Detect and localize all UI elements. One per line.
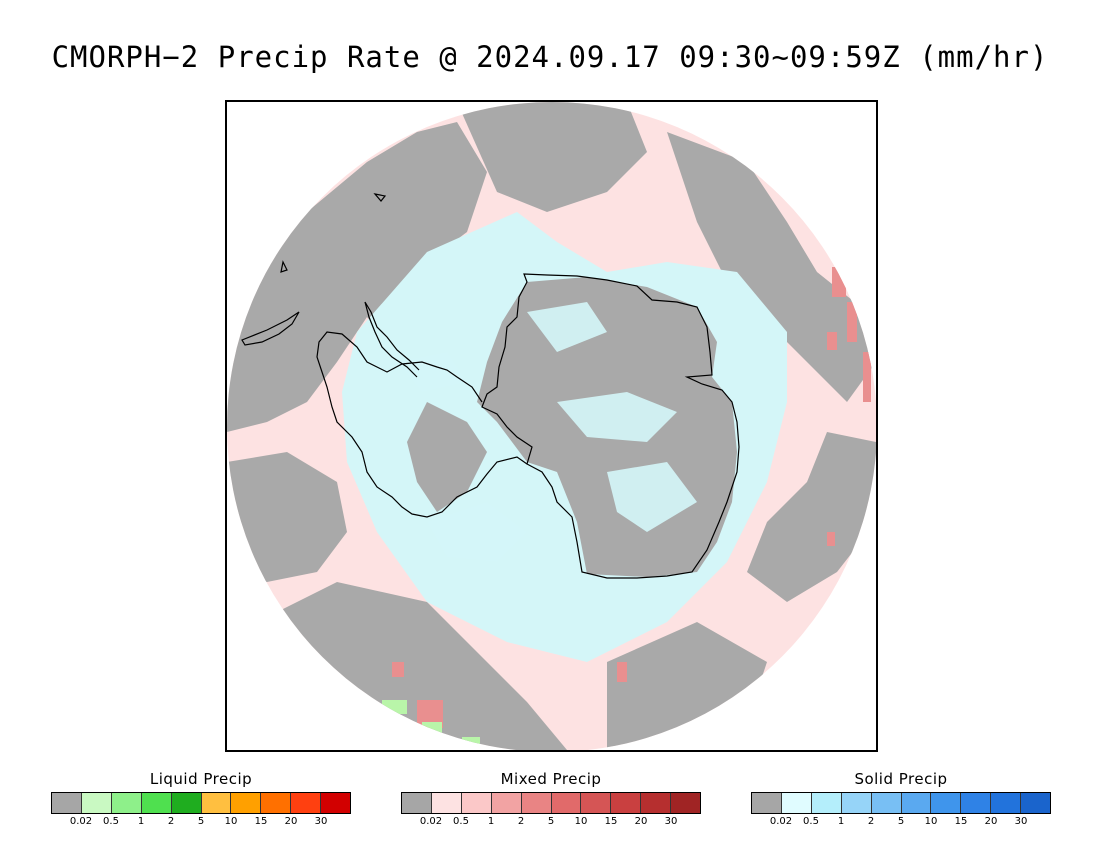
legend-swatch [581, 793, 612, 813]
legend-tick-label: 2 [867, 816, 875, 827]
legend-swatch [491, 793, 522, 813]
legend-tick-label: 0.5 [453, 816, 469, 827]
antarctic-peninsula-coastline [364, 301, 420, 378]
legend-ticks: 0.02 0.5 1 2 5 10 15 20 30 [400, 816, 702, 830]
legend-tick-label: 0.5 [803, 816, 819, 827]
legend-title: Liquid Precip [149, 770, 253, 788]
legend-swatch [811, 793, 842, 813]
legend-swatch [171, 793, 202, 813]
antarctica-coastline [481, 273, 740, 579]
legend-ticks: 0.02 0.5 1 2 5 10 15 20 30 [750, 816, 1052, 830]
legend-swatch [961, 793, 992, 813]
legend-tick-label: 10 [224, 816, 238, 827]
legend-swatch [1021, 793, 1051, 813]
precip-map-canvas [227, 102, 876, 750]
solid-precip-legend: Solid Precip 0.02 0.5 1 2 5 10 15 20 30 [750, 770, 1052, 830]
west-antarctica-coastline [316, 331, 528, 518]
legend-tick-label: 5 [197, 816, 205, 827]
legend-tick-label: 1 [837, 816, 845, 827]
legend-tick-label: 0.02 [769, 816, 793, 827]
interior-solid-streaks [397, 302, 697, 562]
liquid-precip-legend: Liquid Precip 0.02 0.5 1 2 5 10 15 20 30 [50, 770, 352, 830]
legend-tick-label: 1 [137, 816, 145, 827]
legend-swatch [201, 793, 232, 813]
legend-swatch [261, 793, 292, 813]
legend-tick-label: 15 [954, 816, 968, 827]
legend-swatch [111, 793, 142, 813]
legend-tick-label: 15 [604, 816, 618, 827]
legend-swatch [871, 793, 902, 813]
chart-title: CMORPH−2 Precip Rate @ 2024.09.17 09:30~… [51, 40, 1049, 74]
south-america-tip-coastline [241, 311, 300, 346]
legend-tick-label: 0.02 [69, 816, 93, 827]
legend-tick-label: 30 [1014, 816, 1028, 827]
mixed-precip-legend: Mixed Precip 0.02 0.5 1 2 5 10 15 20 30 [400, 770, 702, 830]
legend-tick-label: 10 [574, 816, 588, 827]
legend-swatch [231, 793, 262, 813]
legend-color-bar [51, 792, 351, 814]
legend-swatch [402, 793, 432, 813]
legend-tick-label: 30 [314, 816, 328, 827]
legend-swatch [431, 793, 462, 813]
legend-swatch [521, 793, 552, 813]
legend-tick-label: 0.02 [419, 816, 443, 827]
legend-swatch [841, 793, 872, 813]
legend-title: Solid Precip [854, 770, 948, 788]
legend-tick-label: 15 [254, 816, 268, 827]
legend-swatch [671, 793, 701, 813]
legend-tick-label: 20 [634, 816, 648, 827]
precip-field [227, 102, 876, 750]
legend-tick-label: 5 [547, 816, 555, 827]
legend-tick-label: 2 [517, 816, 525, 827]
legend-tick-label: 10 [924, 816, 938, 827]
legend-tick-label: 30 [664, 816, 678, 827]
legend-tick-label: 5 [897, 816, 905, 827]
legend-title: Mixed Precip [500, 770, 602, 788]
legend-swatch [641, 793, 672, 813]
legend-tick-label: 0.5 [103, 816, 119, 827]
legend-swatch [931, 793, 962, 813]
coastlines [241, 193, 740, 579]
legend-tick-label: 20 [284, 816, 298, 827]
legend-tick-label: 20 [984, 816, 998, 827]
legend-swatch [321, 793, 351, 813]
legend-swatch [141, 793, 172, 813]
polar-map [225, 100, 878, 752]
legend-swatch [291, 793, 322, 813]
legend-color-bar [751, 792, 1051, 814]
legend-ticks: 0.02 0.5 1 2 5 10 15 20 30 [50, 816, 352, 830]
legend-swatch [991, 793, 1022, 813]
legend-swatch [611, 793, 642, 813]
legend-swatch [752, 793, 782, 813]
legend-swatch [781, 793, 812, 813]
legend-swatch [901, 793, 932, 813]
legend-swatch [461, 793, 492, 813]
legend-swatch [81, 793, 112, 813]
legend-tick-label: 1 [487, 816, 495, 827]
legend-swatch [551, 793, 582, 813]
legend-swatch [52, 793, 82, 813]
legend-color-bar [401, 792, 701, 814]
legend-tick-label: 2 [167, 816, 175, 827]
